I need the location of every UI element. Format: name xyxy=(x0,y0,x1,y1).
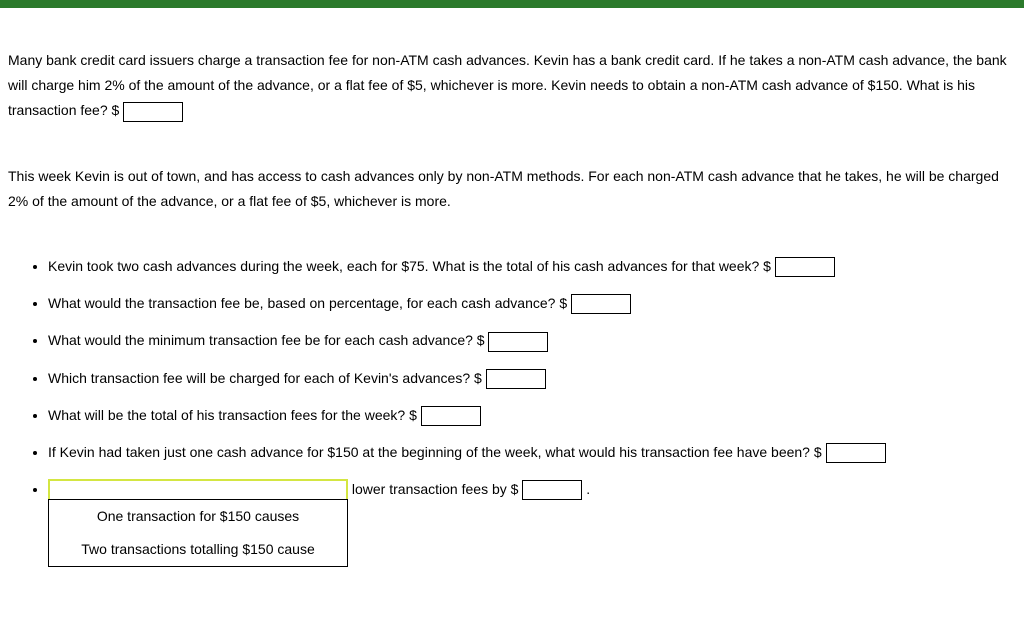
list-item: Which transaction fee will be charged fo… xyxy=(48,366,1016,391)
dropdown-option-2[interactable]: Two transactions totalling $150 cause xyxy=(49,533,347,566)
q6-input[interactable] xyxy=(826,443,886,463)
q1-input[interactable] xyxy=(775,257,835,277)
q7-after-text: lower transaction fees by $ xyxy=(352,481,519,497)
q6-text: If Kevin had taken just one cash advance… xyxy=(48,444,822,460)
q7-period: . xyxy=(586,481,590,497)
list-item: One transaction for $150 causes Two tran… xyxy=(48,477,1016,502)
q3-input[interactable] xyxy=(488,332,548,352)
dropdown-options: One transaction for $150 causes Two tran… xyxy=(48,499,348,567)
list-item: Kevin took two cash advances during the … xyxy=(48,254,1016,279)
dropdown-selected[interactable] xyxy=(48,479,348,501)
scenario-paragraph: This week Kevin is out of town, and has … xyxy=(8,164,1016,214)
top-accent-bar xyxy=(0,0,1024,8)
q5-text: What will be the total of his transactio… xyxy=(48,407,417,423)
q4-text: Which transaction fee will be charged fo… xyxy=(48,370,482,386)
list-item: What would the minimum transaction fee b… xyxy=(48,328,1016,353)
question-list: Kevin took two cash advances during the … xyxy=(8,254,1016,502)
q2-text: What would the transaction fee be, based… xyxy=(48,295,567,311)
q1-text: Kevin took two cash advances during the … xyxy=(48,258,771,274)
q7-input[interactable] xyxy=(522,480,582,500)
intro-paragraph: Many bank credit card issuers charge a t… xyxy=(8,48,1016,124)
intro-fee-input[interactable] xyxy=(123,102,183,122)
list-item: What would the transaction fee be, based… xyxy=(48,291,1016,316)
q5-input[interactable] xyxy=(421,406,481,426)
q7-dropdown[interactable]: One transaction for $150 causes Two tran… xyxy=(48,477,348,502)
q2-input[interactable] xyxy=(571,294,631,314)
list-item: If Kevin had taken just one cash advance… xyxy=(48,440,1016,465)
q3-text: What would the minimum transaction fee b… xyxy=(48,332,485,348)
q4-input[interactable] xyxy=(486,369,546,389)
content-area: Many bank credit card issuers charge a t… xyxy=(0,48,1024,534)
list-item: What will be the total of his transactio… xyxy=(48,403,1016,428)
scenario-text: This week Kevin is out of town, and has … xyxy=(8,168,999,209)
dropdown-option-1[interactable]: One transaction for $150 causes xyxy=(49,500,347,533)
